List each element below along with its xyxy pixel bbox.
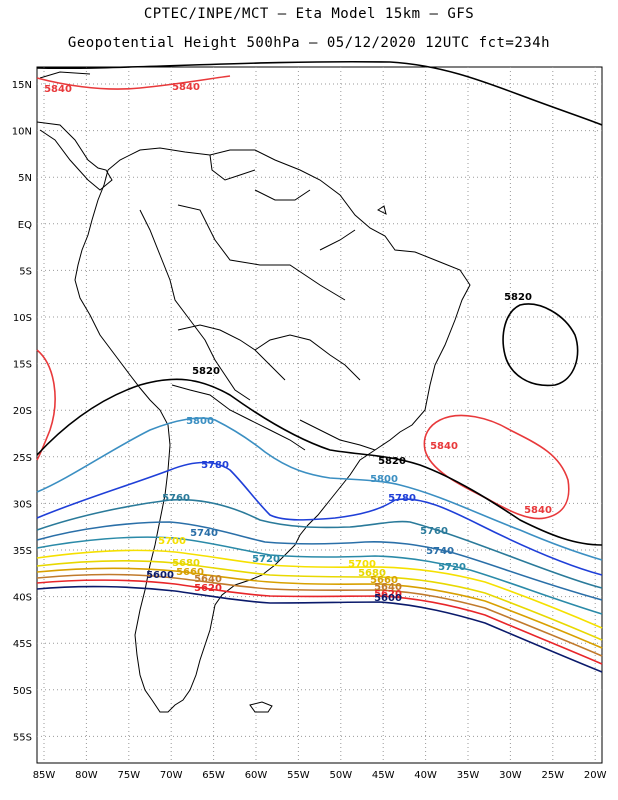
contour-line-5680 (36, 560, 603, 641)
contour-label-5840: 5840 (430, 441, 458, 452)
longitude-label: 55W (287, 770, 310, 781)
contour-label-5760: 5760 (162, 493, 190, 504)
contour-label-5640: 5640 (194, 574, 222, 585)
contour-label-5780: 5780 (388, 493, 416, 504)
longitude-label: 60W (245, 770, 268, 781)
contour-label-5800: 5800 (186, 416, 214, 427)
contour-line-5740 (36, 521, 603, 601)
contour-label-5840: 5840 (172, 82, 200, 93)
latitude-label: 25S (13, 453, 32, 464)
contour-label-5680: 5680 (358, 568, 386, 579)
contour-line-5820 (36, 378, 603, 546)
longitude-label: 25W (541, 770, 564, 781)
contour-line-5780 (36, 461, 603, 576)
longitude-label: 80W (75, 770, 98, 781)
contour-label-5840: 5840 (524, 505, 552, 516)
map-subtitle: Geopotential Height 500hPa – 05/12/2020 … (67, 35, 551, 51)
latitude-label: 10S (13, 313, 32, 324)
height-contours (36, 60, 603, 673)
longitude-label: 50W (329, 770, 352, 781)
latitude-label: 5S (19, 266, 32, 277)
contour-label-5720: 5720 (252, 554, 280, 565)
contour-label-5800: 5800 (370, 474, 398, 485)
contour-label-5620: 5620 (194, 583, 222, 594)
latitude-label: 45S (13, 639, 32, 650)
contour-line-5620 (36, 579, 603, 665)
contour-line-5840 (36, 75, 231, 90)
coastlines (36, 71, 471, 713)
map-title: CPTEC/INPE/MCT – Eta Model 15km – GFS (143, 6, 475, 22)
contour-label-5720: 5720 (438, 562, 466, 573)
contour-label-5660: 5660 (370, 575, 398, 586)
latitude-label: 5N (18, 173, 32, 184)
contour-label-5600: 5600 (374, 593, 402, 604)
longitude-label: 40W (414, 770, 437, 781)
contour-label-5700: 5700 (158, 536, 186, 547)
longitude-label: 85W (33, 770, 56, 781)
latitude-label: 15S (13, 360, 32, 371)
contour-label-5820: 5820 (192, 366, 220, 377)
contour-line-5820 (502, 303, 579, 387)
contour-label-5820: 5820 (504, 292, 532, 303)
latitude-label: 40S (13, 593, 32, 604)
contour-line-5640 (36, 573, 603, 657)
longitude-label: 30W (499, 770, 522, 781)
contour-label-5740: 5740 (426, 546, 454, 557)
contour-line-5840 (423, 414, 570, 520)
contour-line-5760 (36, 498, 603, 589)
contour-line-5660 (36, 567, 603, 649)
contour-label-5740: 5740 (190, 528, 218, 539)
longitude-label: 75W (117, 770, 140, 781)
contour-line-5600 (36, 585, 603, 673)
latitude-labels: 15N 10N 5N EQ 5S 10S 15S 20S 25S 30S 35S 40S 45S 50S 5… (12, 80, 32, 743)
longitude-label: 70W (160, 770, 183, 781)
latitude-label: 35S (13, 546, 32, 557)
contour-labels: 5840 5840 5820 5820 5820 5840 5840 5800 5780 5800… (44, 82, 552, 604)
contour-label-5640: 5640 (374, 582, 402, 593)
longitude-label: 65W (202, 770, 225, 781)
longitude-label: 45W (372, 770, 395, 781)
contour-line-5800 (36, 417, 603, 561)
contour-label-5700: 5700 (348, 559, 376, 570)
latitude-label: EQ (18, 220, 32, 231)
latitude-label: 30S (13, 499, 32, 510)
contour-line-5700 (36, 549, 603, 629)
contour-label-5680: 5680 (172, 558, 200, 569)
contour-label-5840: 5840 (44, 84, 72, 95)
contour-line-5720 (36, 536, 603, 615)
contour-label-5600: 5600 (146, 570, 174, 581)
latitude-label: 50S (13, 686, 32, 697)
latitude-label: 15N (12, 80, 32, 91)
contour-label-5660: 5660 (176, 567, 204, 578)
longitude-label: 20W (584, 770, 607, 781)
contour-label-5620: 5620 (374, 589, 402, 600)
longitude-label: 35W (457, 770, 480, 781)
contour-label-5780: 5780 (201, 460, 229, 471)
latitude-label: 10N (12, 127, 32, 138)
longitude-labels: 85W 80W 75W 70W 65W 60W 55W 50W 45W 40W 35W 30W 25W 2… (33, 770, 607, 781)
contour-line-5820 (36, 60, 603, 126)
contour-line-5840 (36, 349, 56, 461)
latitude-label: 20S (13, 406, 32, 417)
contour-label-5760: 5760 (420, 526, 448, 537)
latitude-label: 55S (13, 732, 32, 743)
contour-label-5820: 5820 (378, 456, 406, 467)
map-frame (36, 66, 603, 764)
